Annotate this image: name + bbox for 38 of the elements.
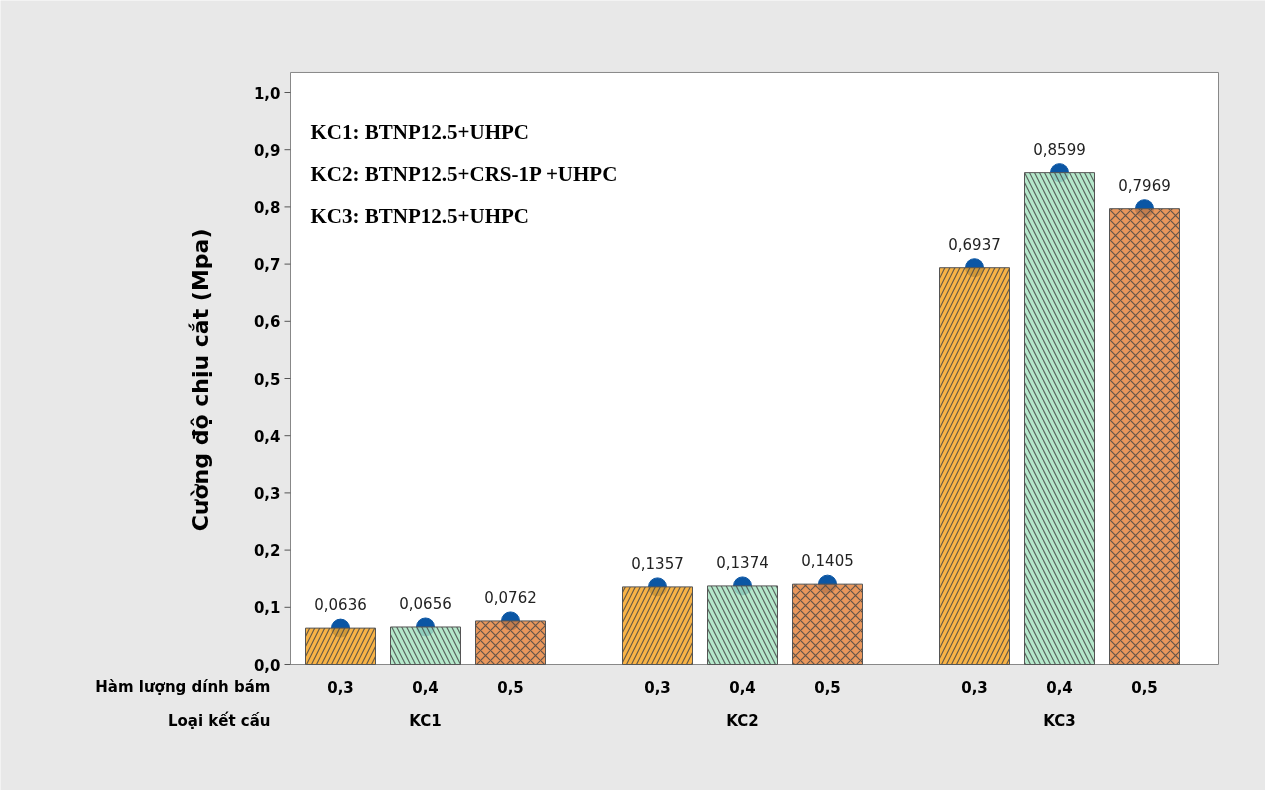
y-tick-label: 0,5	[253, 370, 281, 389]
data-label: 0,1405	[801, 552, 854, 571]
x-tick-label: KC1	[409, 711, 442, 730]
legend-title: Hàm lượng dính bám	[95, 677, 271, 696]
x-axis-title: Loại kết cấu	[167, 710, 271, 730]
data-label: 0,0762	[484, 588, 537, 607]
series-label: 0,5	[497, 678, 524, 697]
data-label: 0,6937	[948, 235, 1001, 254]
y-tick-label: 0,7	[253, 256, 281, 275]
text: 0,5	[814, 678, 841, 697]
data-label: 0,1374	[716, 553, 769, 572]
y-axis-title: Cường độ chịu cắt (Mpa)	[188, 228, 213, 532]
annotation: KC2: BTNP12.5+CRS-1P +UHPC	[310, 162, 618, 187]
y-tick-label: 0,1	[253, 599, 281, 618]
data-label: 0,1357	[631, 554, 684, 573]
y-tick-label: 0,0	[253, 656, 281, 675]
series-label: 0,4	[412, 678, 439, 697]
data-label: 0,0656	[399, 594, 452, 613]
text: 0,4	[1046, 678, 1073, 697]
text: 0,5	[1131, 678, 1158, 697]
x-tick-label: KC3	[1043, 711, 1076, 730]
annotation: KC1: BTNP12.5+UHPC	[310, 120, 529, 145]
y-tick-label: 0,8	[253, 198, 281, 217]
y-tick-label: 1,0	[253, 84, 281, 103]
annotation: KC3: BTNP12.5+UHPC	[310, 204, 529, 229]
data-label: 0,0636	[314, 596, 367, 615]
text: 0,3	[961, 678, 988, 697]
y-tick-label: 0,3	[253, 484, 281, 503]
x-tick-label: KC2	[726, 711, 759, 730]
data-label: 0,8599	[1033, 140, 1086, 159]
y-tick-label: 0,2	[253, 542, 281, 561]
data-label: 0,7969	[1118, 176, 1171, 195]
y-tick-label: 0,9	[253, 141, 281, 160]
y-tick-label: 0,4	[253, 427, 281, 446]
y-tick-label: 0,6	[253, 313, 281, 332]
text: 0,3	[644, 678, 671, 697]
text: 0,4	[729, 678, 756, 697]
series-label: 0,3	[327, 678, 354, 697]
